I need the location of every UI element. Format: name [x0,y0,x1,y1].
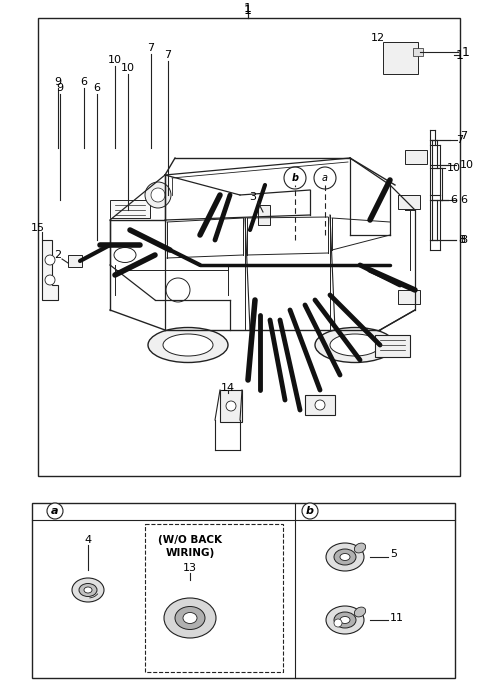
Ellipse shape [354,607,366,617]
Ellipse shape [326,606,364,634]
Text: 13: 13 [183,563,197,573]
Bar [413,48,423,56]
Text: b: b [291,173,299,183]
Text: a: a [322,173,328,183]
Text: 9: 9 [54,77,61,87]
Text: 11: 11 [390,613,404,623]
Text: 1: 1 [456,49,464,62]
Circle shape [334,619,342,627]
Text: 7: 7 [460,131,467,141]
Ellipse shape [354,543,366,553]
Text: 8: 8 [458,235,465,245]
Ellipse shape [84,587,92,593]
Text: 7: 7 [456,135,463,145]
Circle shape [284,167,306,189]
Ellipse shape [340,553,350,560]
Text: 1: 1 [462,45,470,58]
Circle shape [302,503,318,519]
Text: 15: 15 [31,223,45,233]
Text: WIRING): WIRING) [166,548,215,558]
Bar [220,390,242,422]
Ellipse shape [148,327,228,362]
Text: b: b [306,506,314,516]
Bar [375,335,410,357]
Circle shape [315,400,325,410]
Text: 6: 6 [94,83,100,93]
Bar [38,18,460,476]
Bar [405,150,427,164]
Polygon shape [42,240,58,300]
Circle shape [45,255,55,265]
Text: 12: 12 [371,33,385,43]
Text: 9: 9 [57,83,63,93]
Text: 1: 1 [244,3,252,16]
Ellipse shape [330,334,380,356]
Text: 14: 14 [221,383,235,393]
Text: 10: 10 [121,63,135,73]
Ellipse shape [334,549,356,565]
Text: 2: 2 [54,250,61,260]
Text: 10: 10 [460,160,474,170]
Bar [68,255,82,267]
Text: 4: 4 [84,535,92,545]
Text: 10: 10 [108,55,122,65]
Text: 1: 1 [244,1,252,14]
Bar [32,503,455,678]
Bar [258,205,270,225]
Ellipse shape [315,327,395,362]
Circle shape [314,167,336,189]
Circle shape [47,503,63,519]
Text: 3: 3 [250,192,256,202]
Text: 6: 6 [450,195,457,205]
Circle shape [226,401,236,411]
Text: 7: 7 [147,43,155,53]
Ellipse shape [183,612,197,623]
Circle shape [45,275,55,285]
Ellipse shape [72,578,104,602]
Ellipse shape [175,606,205,630]
Text: a: a [51,506,59,516]
Ellipse shape [340,616,350,623]
Bar [383,42,418,74]
Ellipse shape [326,543,364,571]
Text: 10: 10 [447,163,461,173]
Bar [398,290,420,304]
Text: 7: 7 [165,50,171,60]
Circle shape [151,188,165,202]
Ellipse shape [79,584,97,597]
Text: 5: 5 [390,549,397,559]
Text: 8: 8 [460,235,467,245]
Text: (W/O BACK: (W/O BACK [158,535,222,545]
Bar [305,395,335,415]
Text: 6: 6 [81,77,87,87]
Text: 6: 6 [460,195,467,205]
Ellipse shape [163,334,213,356]
Ellipse shape [164,598,216,638]
Circle shape [145,182,171,208]
Ellipse shape [334,612,356,628]
Bar [398,195,420,209]
Bar [110,200,150,218]
